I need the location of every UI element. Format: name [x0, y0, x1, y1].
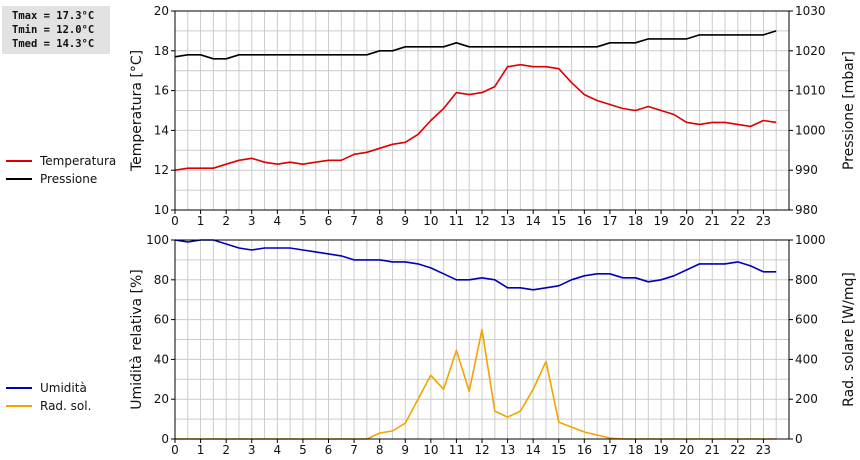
- chart1-x-tick-label: 15: [551, 214, 566, 228]
- chart1-y-tick-label: 14: [154, 123, 169, 137]
- chart1-x-tick-label: 19: [653, 214, 668, 228]
- chart2-x-tick-label: 5: [299, 443, 307, 457]
- legend-item-humidity: Umidità: [6, 379, 91, 397]
- chart1-series-temperature: [174, 63, 777, 171]
- legend-swatch-humidity: [6, 387, 32, 389]
- chart1-x-tick-label: 14: [526, 214, 541, 228]
- tmed-label: Tmed = 14.3°C: [12, 38, 95, 50]
- chart1-x-tick-label: 7: [350, 214, 358, 228]
- chart2-x-tick-label: 20: [679, 443, 694, 457]
- chart1-y-tick-label: 12: [154, 163, 169, 177]
- chart2-y2-tick-label: 0: [795, 432, 803, 446]
- chart2-x-tick-label: 9: [401, 443, 409, 457]
- chart1-y-tick-label: 20: [154, 4, 169, 18]
- chart2-x-tick-label: 0: [171, 443, 179, 457]
- chart2-x-tick-label: 22: [730, 443, 745, 457]
- chart2-y2-tick-label: 800: [795, 273, 818, 287]
- chart1-x-tick-label: 9: [401, 214, 409, 228]
- legend-item-temperature: Temperatura: [6, 152, 116, 170]
- chart2-x-tick-label: 3: [248, 443, 256, 457]
- chart2-x-tick-label: 19: [653, 443, 668, 457]
- legend-label-humidity: Umidità: [40, 381, 87, 395]
- chart2-x-tick-label: 7: [350, 443, 358, 457]
- chart1-x-tick-label: 23: [756, 214, 771, 228]
- legend-bottom-chart: Umidità Rad. sol.: [6, 379, 91, 415]
- chart1-x-tick-label: 6: [325, 214, 333, 228]
- legend-label-pressure: Pressione: [40, 172, 98, 186]
- chart2-y2-tick-label: 600: [795, 313, 818, 327]
- chart1-y2-tick-label: 1010: [795, 84, 826, 98]
- chart1-x-tick-label: 10: [423, 214, 438, 228]
- chart2-y-tick-label: 100: [146, 233, 169, 247]
- chart1-x-tick-label: 16: [577, 214, 592, 228]
- chart1-y2-tick-label: 1000: [795, 123, 826, 137]
- chart1-x-tick-label: 18: [628, 214, 643, 228]
- chart2-x-tick-label: 17: [602, 443, 617, 457]
- chart2-y-tick-label: 60: [154, 313, 169, 327]
- chart2-x-tick-label: 21: [705, 443, 720, 457]
- legend-item-pressure: Pressione: [6, 170, 116, 188]
- chart1-x-tick-label: 4: [274, 214, 282, 228]
- chart2-y-axis-title: Umidità relativa [%]: [129, 269, 145, 410]
- chart1-y2-axis-title: Pressione [mbar]: [841, 51, 857, 170]
- chart2-x-tick-label: 8: [376, 443, 384, 457]
- chart2-y2-tick-label: 200: [795, 392, 818, 406]
- chart1-y-axis-title: Temperatura [°C]: [129, 50, 145, 172]
- chart1-y2-tick-label: 980: [795, 203, 818, 217]
- chart1-x-tick-label: 17: [602, 214, 617, 228]
- chart2-x-tick-label: 23: [756, 443, 771, 457]
- chart1-x-tick-label: 12: [474, 214, 489, 228]
- chart2-x-tick-label: 6: [325, 443, 333, 457]
- chart1-x-tick-label: 8: [376, 214, 384, 228]
- chart1-x-tick-label: 11: [449, 214, 464, 228]
- chart1-y2-tick-label: 1030: [795, 4, 826, 18]
- chart1-x-tick-label: 3: [248, 214, 256, 228]
- legend-label-temperature: Temperatura: [40, 154, 117, 168]
- chart2-x-tick-label: 11: [449, 443, 464, 457]
- chart1-x-tick-label: 21: [705, 214, 720, 228]
- chart2-y-tick-label: 80: [154, 273, 169, 287]
- chart1-x-tick-label: 5: [299, 214, 307, 228]
- chart2-y2-tick-label: 1000: [795, 233, 826, 247]
- chart1-x-tick-label: 22: [730, 214, 745, 228]
- chart2-y-tick-label: 0: [161, 432, 169, 446]
- chart2-y2-axis-title: Rad. solare [W/mq]: [841, 272, 857, 407]
- temperature-stats-box: Tmax = 17.3°C Tmin = 12.0°C Tmed = 14.3°…: [2, 6, 110, 54]
- chart1-y-tick-label: 10: [154, 203, 169, 217]
- chart1-x-tick-label: 2: [222, 214, 230, 228]
- chart2-x-tick-label: 14: [526, 443, 541, 457]
- legend-top-chart: Temperatura Pressione: [6, 152, 116, 188]
- chart2-x-tick-label: 15: [551, 443, 566, 457]
- chart2-series-humidity: [174, 239, 777, 291]
- legend-swatch-temperature: [6, 160, 32, 162]
- legend-swatch-radiation: [6, 405, 32, 407]
- chart2-x-tick-label: 10: [423, 443, 438, 457]
- legend-label-radiation: Rad. sol.: [40, 399, 92, 413]
- legend-item-radiation: Rad. sol.: [6, 397, 91, 415]
- chart2-x-tick-label: 2: [222, 443, 230, 457]
- chart2-x-tick-label: 4: [274, 443, 282, 457]
- chart1-x-tick-label: 0: [171, 214, 179, 228]
- chart2-x-tick-label: 16: [577, 443, 592, 457]
- chart2-y-tick-label: 20: [154, 392, 169, 406]
- chart1-series-pressure: [174, 30, 777, 60]
- chart1-x-tick-label: 13: [500, 214, 515, 228]
- chart1-y2-tick-label: 1020: [795, 44, 826, 58]
- chart1-x-tick-label: 20: [679, 214, 694, 228]
- chart2-x-tick-label: 18: [628, 443, 643, 457]
- legend-swatch-pressure: [6, 178, 32, 180]
- tmin-label: Tmin = 12.0°C: [12, 24, 95, 36]
- chart2-x-tick-label: 12: [474, 443, 489, 457]
- chart2-x-tick-label: 13: [500, 443, 515, 457]
- tmax-label: Tmax = 17.3°C: [12, 10, 95, 22]
- chart2-x-tick-label: 1: [197, 443, 205, 457]
- chart1-x-tick-label: 1: [197, 214, 205, 228]
- chart1-y-tick-label: 16: [154, 84, 169, 98]
- chart1-y2-tick-label: 990: [795, 163, 818, 177]
- chart2-y2-tick-label: 400: [795, 352, 818, 366]
- chart1-y-tick-label: 18: [154, 44, 169, 58]
- chart2-y-tick-label: 40: [154, 352, 169, 366]
